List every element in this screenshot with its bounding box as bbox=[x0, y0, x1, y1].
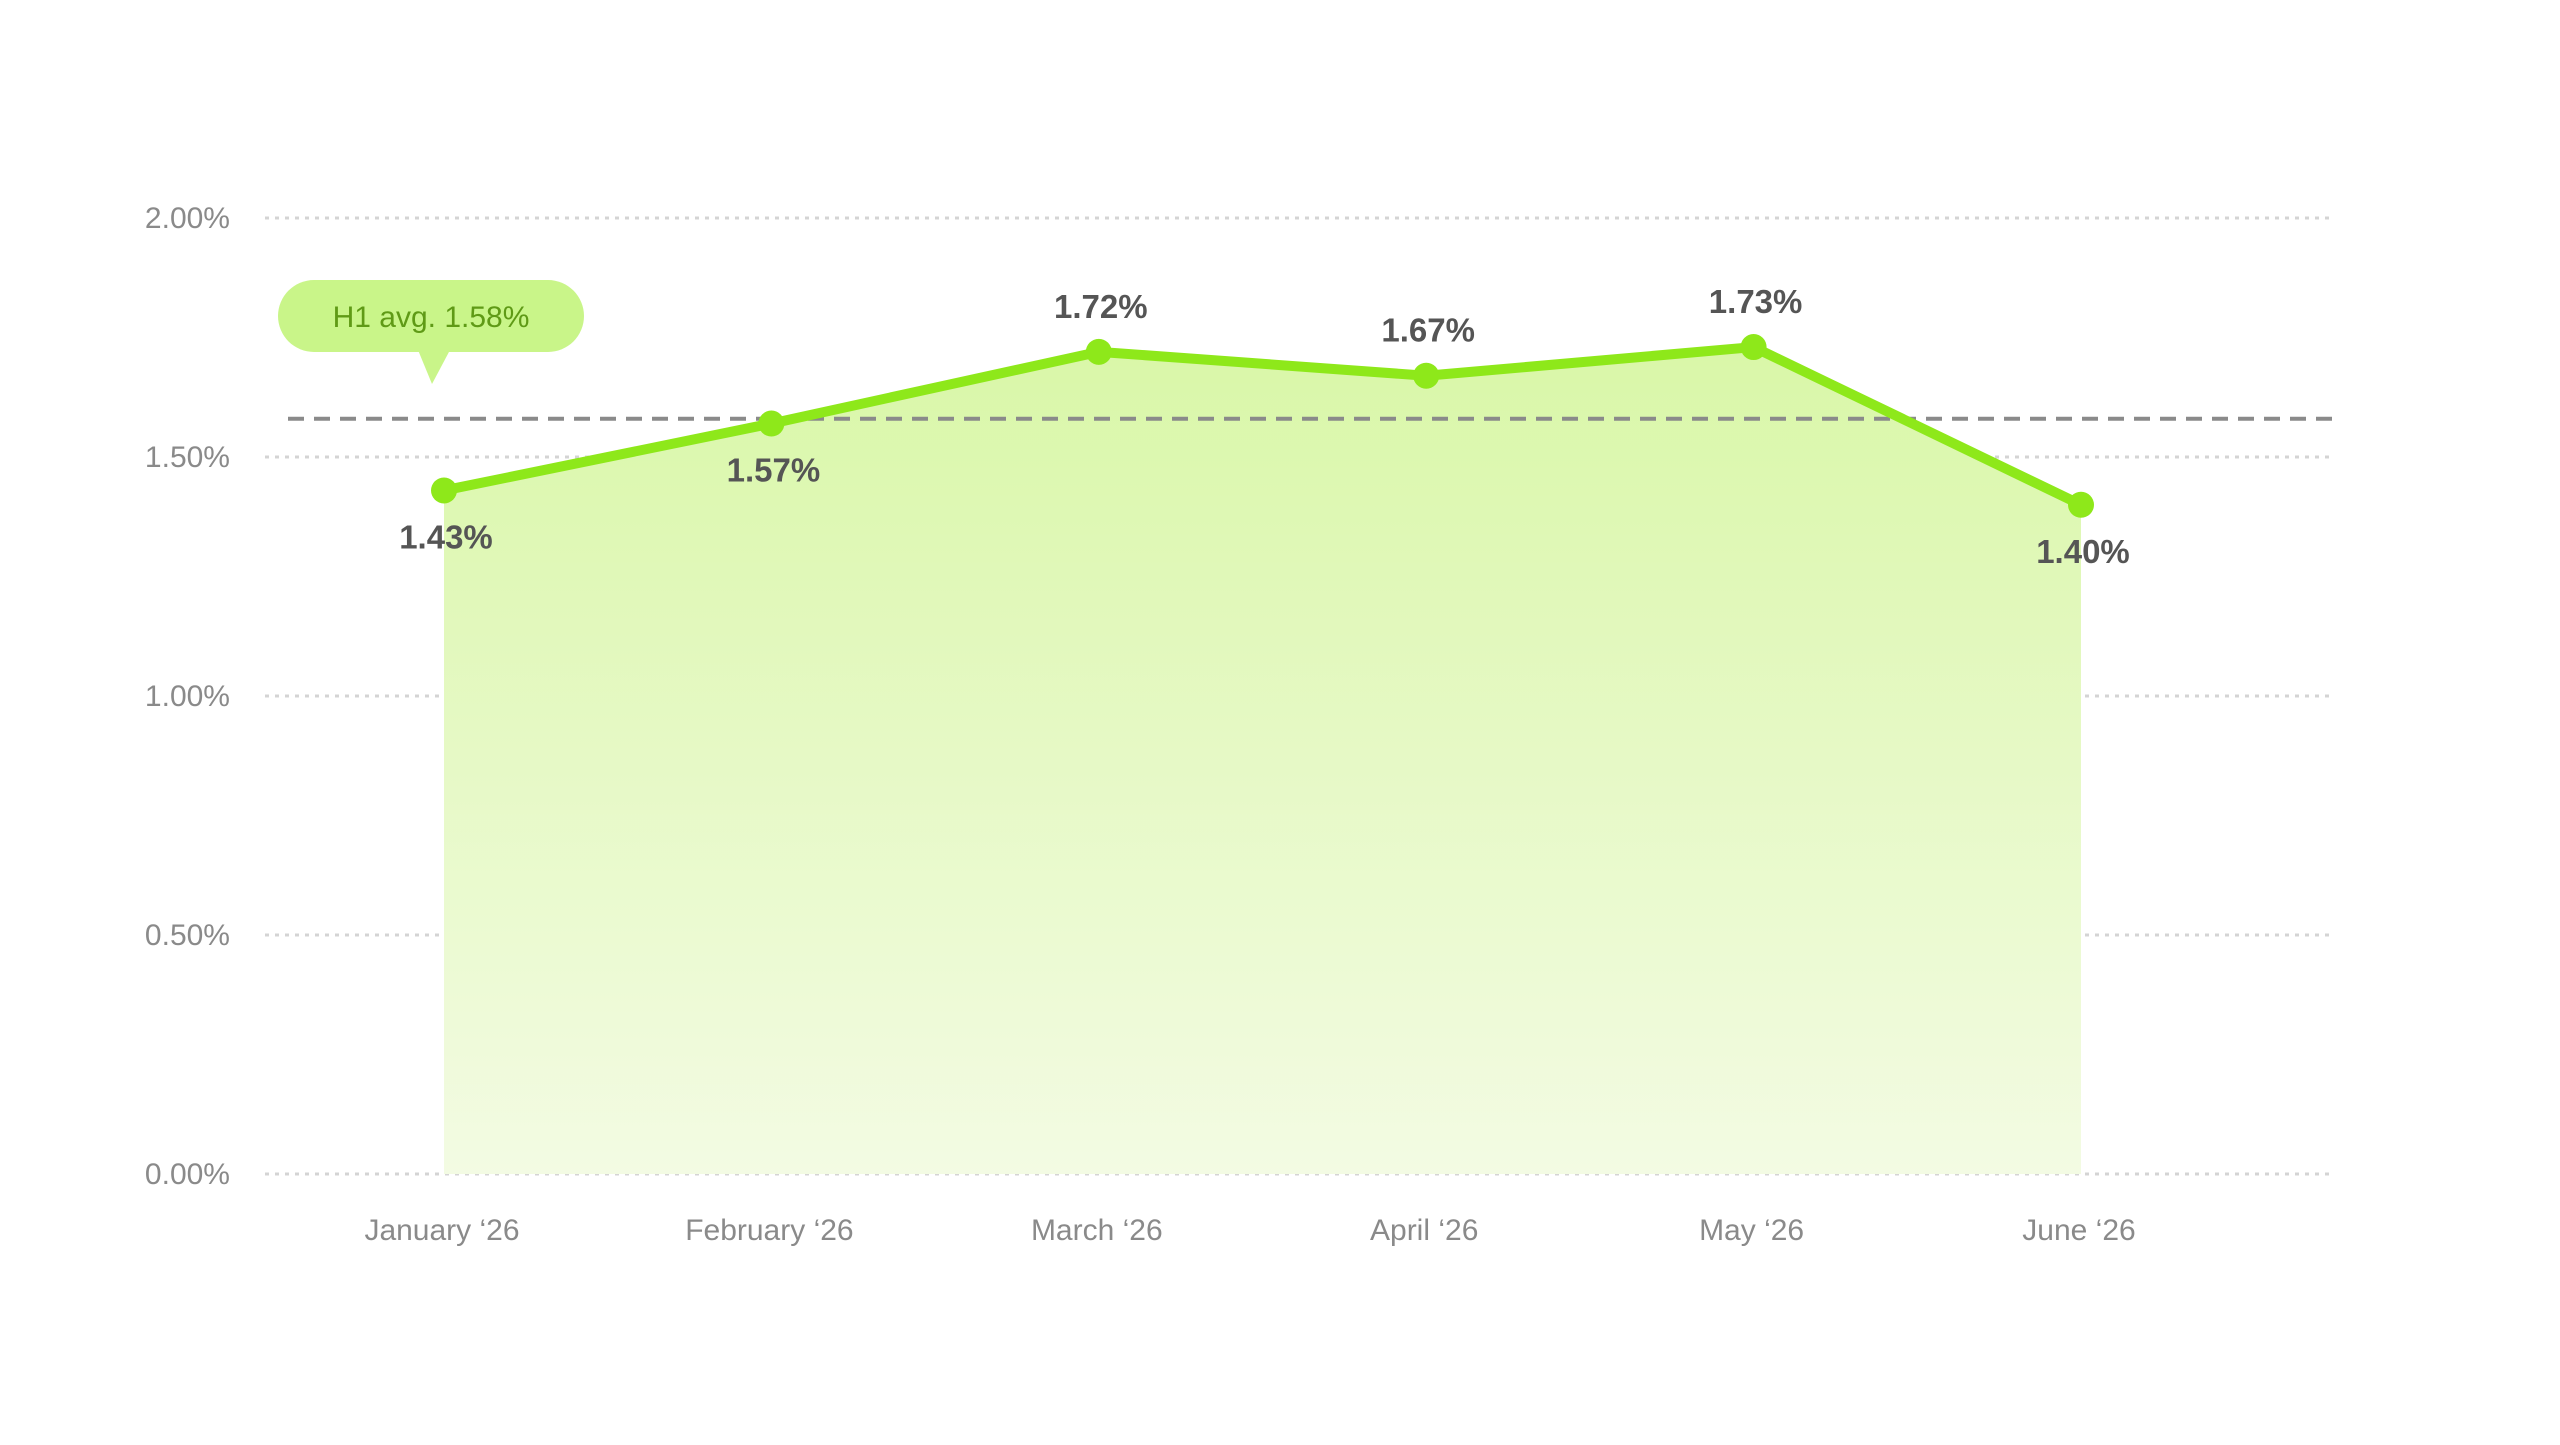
data-point[interactable] bbox=[1740, 334, 1767, 361]
x-tick-label: May ‘26 bbox=[1699, 1214, 1804, 1247]
data-point[interactable] bbox=[758, 410, 785, 437]
y-tick-label: 0.00% bbox=[145, 1158, 230, 1191]
average-badge: H1 avg. 1.58% bbox=[278, 280, 584, 384]
data-label: 1.67% bbox=[1381, 312, 1475, 349]
x-tick-label: April ‘26 bbox=[1370, 1214, 1478, 1247]
y-tick-label: 0.50% bbox=[145, 919, 230, 952]
data-points-layer bbox=[431, 334, 2094, 518]
y-tick-label: 1.00% bbox=[145, 680, 230, 713]
data-label: 1.40% bbox=[2036, 533, 2130, 570]
axis-labels-layer: 0.00% 0.50% 1.00% 1.50% 2.00% January ‘26 Febr… bbox=[145, 202, 2136, 1247]
data-point[interactable] bbox=[1085, 338, 1112, 365]
data-point[interactable] bbox=[1413, 362, 1440, 389]
area-fill bbox=[444, 347, 2081, 1174]
data-label: 1.43% bbox=[399, 518, 493, 555]
data-label: 1.57% bbox=[727, 452, 821, 489]
data-point[interactable] bbox=[2068, 491, 2094, 518]
data-label: 1.72% bbox=[1054, 288, 1148, 325]
x-tick-label: February ‘26 bbox=[685, 1214, 853, 1247]
data-label: 1.73% bbox=[1709, 283, 1803, 320]
average-badge-pointer bbox=[418, 350, 450, 384]
y-tick-label: 2.00% bbox=[145, 202, 230, 235]
series-line-layer bbox=[439, 342, 2086, 510]
y-tick-label: 1.50% bbox=[145, 441, 230, 474]
area-fill-layer bbox=[444, 347, 2081, 1174]
series-line bbox=[439, 342, 2086, 510]
average-badge-label: H1 avg. 1.58% bbox=[333, 301, 530, 334]
x-tick-label: January ‘26 bbox=[364, 1214, 519, 1247]
average-badge-bubble bbox=[278, 280, 584, 352]
x-tick-label: March ‘26 bbox=[1031, 1214, 1163, 1247]
data-labels-layer: 1.43% 1.57% 1.72% 1.67% 1.73% 1.40% bbox=[399, 283, 2130, 570]
x-tick-label: June ‘26 bbox=[2022, 1214, 2135, 1247]
data-point[interactable] bbox=[431, 477, 457, 504]
